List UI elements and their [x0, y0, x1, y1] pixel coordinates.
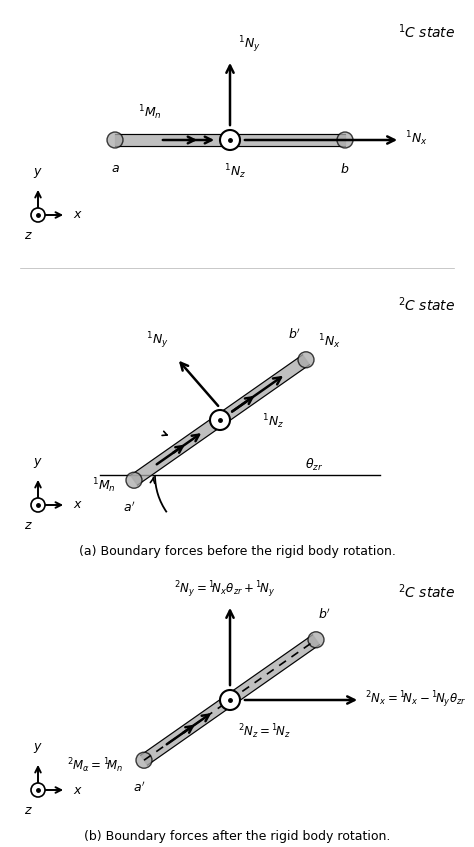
Text: $\theta_{zr}$: $\theta_{zr}$: [305, 457, 323, 473]
Polygon shape: [130, 355, 310, 485]
Text: $^1N_z$: $^1N_z$: [262, 412, 284, 431]
Text: $a$: $a$: [110, 162, 119, 175]
Circle shape: [126, 473, 142, 488]
Text: (b) Boundary forces after the rigid body rotation.: (b) Boundary forces after the rigid body…: [84, 830, 390, 843]
Text: $a'$: $a'$: [123, 501, 135, 515]
Text: $z$: $z$: [24, 229, 32, 242]
Text: $x$: $x$: [73, 499, 83, 512]
Text: $^2M_\alpha = {^1\!}M_n$: $^2M_\alpha = {^1\!}M_n$: [67, 756, 124, 774]
Circle shape: [337, 132, 353, 148]
Text: $b'$: $b'$: [288, 327, 301, 342]
Text: $y$: $y$: [33, 166, 43, 180]
Text: $^2N_y = {^1\!}N_x\theta_{zr} + {^1\!}N_y$: $^2N_y = {^1\!}N_x\theta_{zr} + {^1\!}N_…: [174, 579, 275, 600]
Text: $^1N_y$: $^1N_y$: [146, 330, 169, 351]
Bar: [115, 134, 345, 146]
Circle shape: [220, 690, 240, 710]
Text: $^1M_n$: $^1M_n$: [92, 476, 116, 495]
Circle shape: [107, 132, 123, 148]
Text: $^1N_z$: $^1N_z$: [224, 162, 246, 180]
Circle shape: [136, 752, 152, 768]
Text: $^2N_x = {^1\!}N_x - {^1\!}N_y\theta_{zr}$: $^2N_x = {^1\!}N_x - {^1\!}N_y\theta_{zr…: [365, 689, 466, 711]
Text: $^1N_x$: $^1N_x$: [318, 332, 341, 352]
Text: $x$: $x$: [73, 783, 83, 796]
Text: $^1N_x$: $^1N_x$: [405, 130, 428, 148]
Text: $^1N_y$: $^1N_y$: [238, 35, 261, 55]
Text: (a) Boundary forces before the rigid body rotation.: (a) Boundary forces before the rigid bod…: [79, 545, 395, 558]
Text: $^1M_n$: $^1M_n$: [138, 103, 162, 122]
Circle shape: [31, 783, 45, 797]
Circle shape: [210, 410, 230, 430]
Polygon shape: [141, 635, 319, 765]
Circle shape: [31, 208, 45, 222]
Text: $a'$: $a'$: [133, 780, 145, 794]
Text: $^2N_z = {^1\!}N_z$: $^2N_z = {^1\!}N_z$: [238, 722, 291, 740]
Circle shape: [31, 498, 45, 512]
Text: $z$: $z$: [24, 519, 32, 532]
Circle shape: [298, 352, 314, 368]
Text: $y$: $y$: [33, 741, 43, 755]
Text: $y$: $y$: [33, 456, 43, 470]
Circle shape: [308, 632, 324, 648]
Text: $b$: $b$: [340, 162, 350, 176]
Text: $^1C$ state: $^1C$ state: [398, 22, 455, 41]
Text: $b'$: $b'$: [318, 607, 331, 622]
Text: $z$: $z$: [24, 804, 32, 817]
Circle shape: [220, 130, 240, 150]
Text: $^2C$ state: $^2C$ state: [398, 582, 455, 601]
Text: $^2C$ state: $^2C$ state: [398, 295, 455, 313]
Text: $x$: $x$: [73, 208, 83, 222]
